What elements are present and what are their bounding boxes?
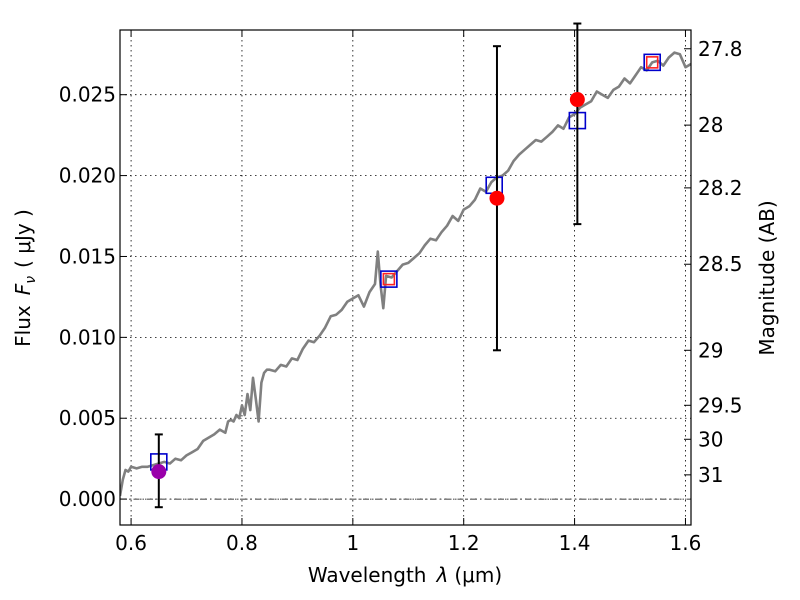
right-tick-label-6: 30 xyxy=(698,427,723,451)
x-tick-label-3: 1.2 xyxy=(448,531,480,555)
y-axis-subscript: ν xyxy=(23,276,39,284)
right-tick-label-7: 31 xyxy=(698,463,723,487)
series-3-point-0 xyxy=(151,464,167,480)
x-axis-units: (μm) xyxy=(454,563,502,587)
y-tick-label-2: 0.010 xyxy=(59,325,116,349)
x-axis-symbol: λ xyxy=(436,563,449,587)
right-tick-label-3: 28.5 xyxy=(698,252,743,276)
y-tick-label-1: 0.005 xyxy=(59,406,116,430)
x-axis-title: Wavelength λ (μm) xyxy=(308,563,502,587)
x-tick-label-4: 1.4 xyxy=(559,531,591,555)
right-tick-label-1: 28 xyxy=(698,113,723,137)
x-tick-label-5: 1.6 xyxy=(670,531,702,555)
series-1-square-1 xyxy=(380,270,398,288)
marker-layer xyxy=(150,22,661,509)
y-tick-label-0: 0.000 xyxy=(59,487,116,511)
series-layer xyxy=(120,51,691,497)
series-2-square-0 xyxy=(382,272,396,286)
right-tick-labels: 27.8 28 28.2 28.5 29 29.5 30 31 xyxy=(698,37,743,487)
y-tick-label-4: 0.020 xyxy=(59,164,116,188)
right-axis-title: Magnitude (AB) xyxy=(755,200,779,355)
y-axis-title: Flux Fν ( μJy ) xyxy=(11,209,39,347)
x-tick-label-1: 0.8 xyxy=(226,531,258,555)
x-tick-labels: 0.6 0.8 1 1.2 1.4 1.6 xyxy=(115,531,701,555)
y-tick-label-3: 0.015 xyxy=(59,244,116,268)
x-tick-label-0: 0.6 xyxy=(115,531,147,555)
series-4-point-0 xyxy=(489,190,505,206)
series-1-square-4 xyxy=(643,53,661,72)
y-axis-label: Flux xyxy=(11,305,35,347)
series-4-point-1 xyxy=(569,92,585,108)
x-tick-label-2: 1 xyxy=(346,531,359,555)
y-axis-symbol: F xyxy=(11,283,35,295)
right-tick-label-0: 27.8 xyxy=(698,37,743,61)
x-axis-label: Wavelength xyxy=(308,563,427,587)
plot-frame xyxy=(119,29,692,526)
y-tick-labels: 0.000 0.005 0.010 0.015 0.020 0.025 xyxy=(59,83,116,511)
right-tick-label-4: 29 xyxy=(698,338,723,362)
sed-model-line xyxy=(120,51,691,497)
tick-marks xyxy=(120,30,691,525)
y-tick-label-5: 0.025 xyxy=(59,83,116,107)
right-tick-label-2: 28.2 xyxy=(698,176,743,200)
y-axis-units: ( μJy ) xyxy=(11,209,35,268)
right-tick-label-5: 29.5 xyxy=(698,393,743,417)
series-2-square-1 xyxy=(645,56,659,69)
